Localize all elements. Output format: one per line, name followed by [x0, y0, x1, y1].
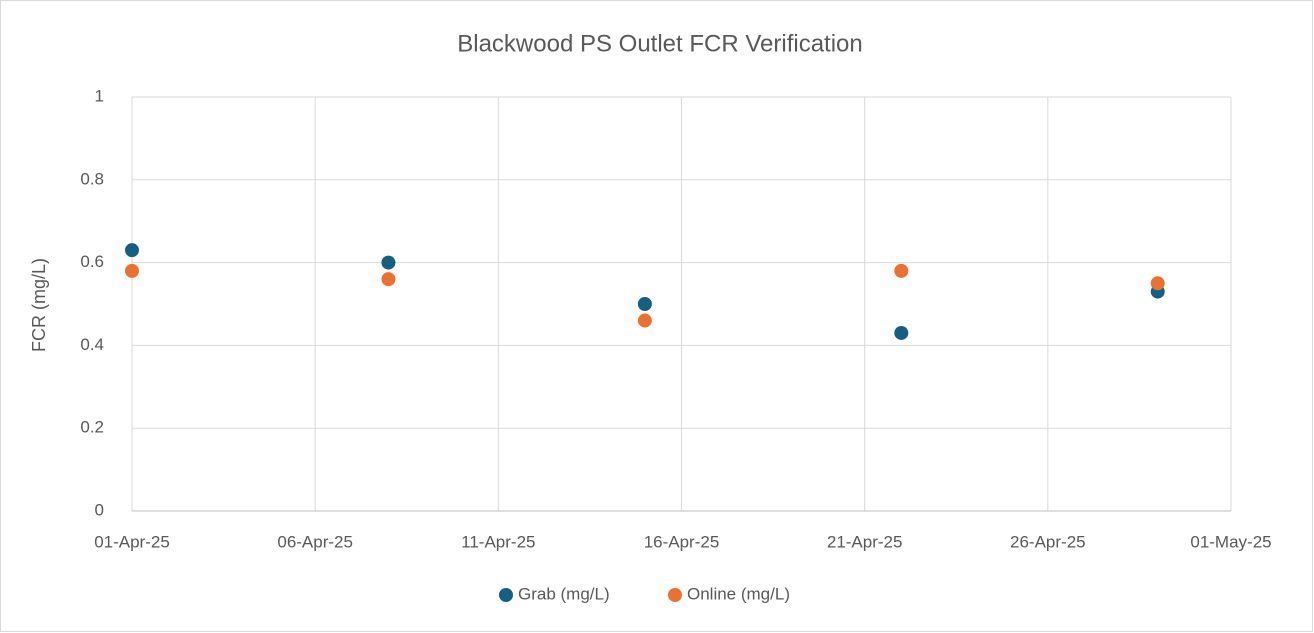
point — [381, 255, 396, 270]
x-tick-label: 06-Apr-25 — [277, 532, 353, 551]
point — [894, 325, 909, 340]
legend-label: Online (mg/L) — [687, 584, 790, 603]
legend-label: Grab (mg/L) — [518, 584, 610, 603]
point — [637, 297, 652, 311]
point — [125, 263, 139, 278]
point — [637, 313, 652, 328]
legend-marker — [668, 588, 682, 602]
chart-title: Blackwood PS Outlet FCR Verification — [457, 30, 863, 57]
x-tick-label: 01-May-25 — [1190, 532, 1271, 551]
y-tick-label: 1 — [95, 86, 104, 105]
y-tick-label: 0.6 — [80, 252, 104, 271]
y-tick-label: 0.4 — [80, 335, 104, 354]
x-tick-label: 26-Apr-25 — [1010, 532, 1086, 551]
point — [125, 243, 139, 258]
y-axis-title: FCR (mg/L) — [29, 258, 49, 352]
y-tick-label: 0.2 — [80, 418, 104, 437]
x-tick-label: 11-Apr-25 — [461, 532, 535, 551]
y-tick-label: 0.8 — [80, 169, 104, 188]
x-tick-label: 01-Apr-25 — [94, 532, 170, 551]
point — [894, 263, 909, 278]
point — [1150, 276, 1165, 291]
legend-marker — [499, 588, 513, 602]
y-tick-label: 0 — [95, 500, 104, 519]
point — [381, 272, 396, 287]
x-tick-label: 16-Apr-25 — [644, 532, 720, 551]
x-tick-label: 21-Apr-25 — [827, 532, 903, 551]
